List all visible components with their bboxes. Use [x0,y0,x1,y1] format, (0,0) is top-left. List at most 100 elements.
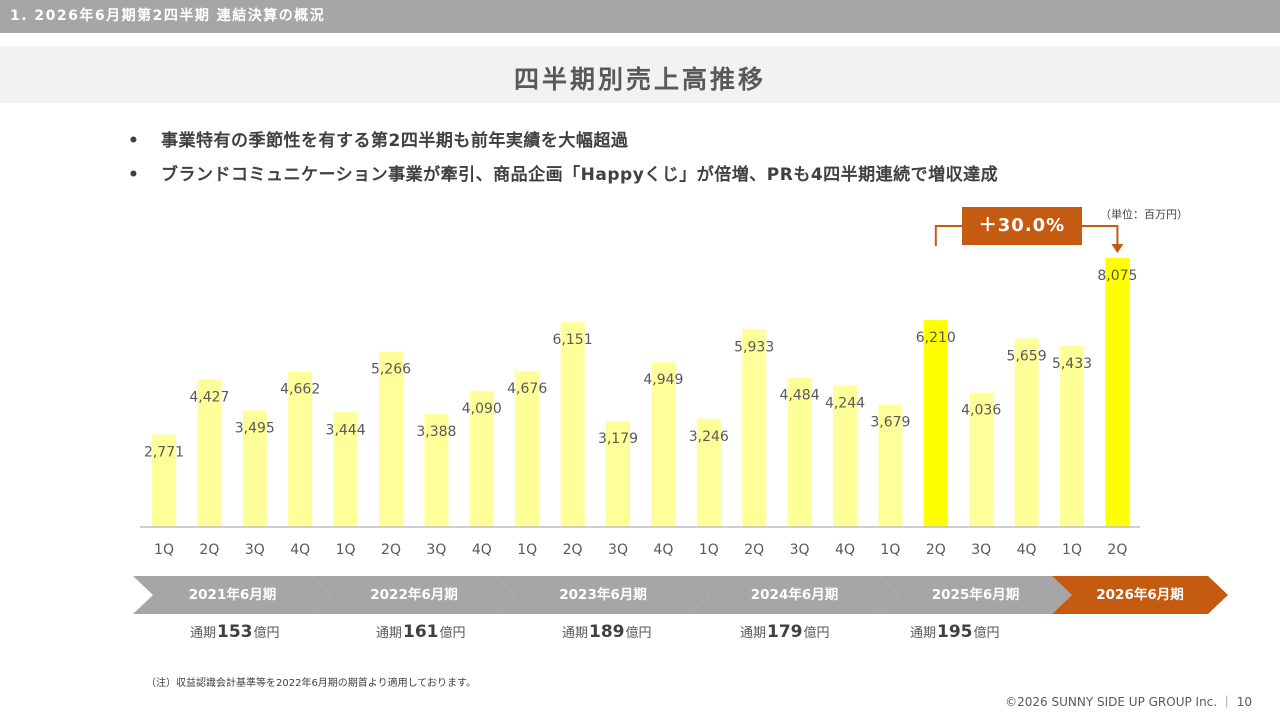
total-suffix: 億円 [253,626,280,641]
bar [1060,346,1084,527]
total-prefix: 通期 [562,626,589,641]
total-prefix: 通期 [740,626,767,641]
x-tick-label: 2Q [199,542,219,558]
total-suffix: 億円 [803,626,830,641]
bar [288,371,313,527]
growth-arrow-right [1082,225,1119,247]
bar [469,390,494,527]
bullet-item: • 事業特有の季節性を有する第2四半期も前年実績を大幅超過 [128,124,998,158]
bar-value-label: 5,433 [1052,356,1092,372]
bar-value-label: 4,676 [507,381,547,397]
bar [696,418,721,527]
fiscal-year-total: 通期153億円 [190,622,280,642]
total-value: 179 [767,622,803,642]
fiscal-year-arrow: 2024年6月期 [690,576,899,614]
bar [969,392,994,527]
fiscal-year-total: 通期161億円 [376,622,466,642]
bar [197,379,222,527]
bar [923,320,948,527]
total-prefix: 通期 [190,626,217,641]
bar-value-label: 5,933 [734,339,774,355]
fiscal-year-arrow: 2022年6月期 [312,576,516,614]
bar-value-label: 4,662 [280,382,320,398]
fiscal-year-total: 通期179億円 [740,622,830,642]
bar [1105,258,1130,527]
bullet-marker: • [128,131,140,151]
bar [606,421,630,527]
bar [515,371,540,527]
bar-value-label: 3,444 [326,422,366,438]
total-prefix: 通期 [910,626,937,641]
bullet-text: 事業特有の季節性を有する第2四半期も前年実績を大幅超過 [161,131,629,151]
x-tick-label: 2Q [1107,542,1127,558]
x-tick-label: 2Q [744,542,764,558]
growth-arrow-left [934,225,962,246]
footnote: （注）収益認識会計基準等を2022年6月期の期首より適用しております。 [146,678,477,689]
x-tick-label: 3Q [971,542,991,558]
bar-value-label: 2,771 [144,445,184,461]
bar-value-label: 3,246 [689,429,729,445]
total-value: 161 [403,622,439,642]
total-suffix: 億円 [439,626,466,641]
fiscal-year-arrow: 2025年6月期 [879,576,1072,614]
bar-value-label: 3,495 [235,421,275,437]
x-tick-label: 1Q [699,542,719,558]
bar-value-label: 3,679 [870,414,910,430]
x-tick-label: 1Q [336,542,356,558]
bar [878,404,903,527]
total-value: 153 [217,622,253,642]
bullet-item: • ブランドコミュニケーション事業が牽引、商品企画「Happyくじ」が倍増、PRも… [128,158,998,192]
x-tick-label: 2Q [926,542,946,558]
total-value: 195 [937,622,973,642]
bar-value-label: 4,949 [643,372,683,388]
bar-value-label: 6,210 [916,330,956,346]
total-prefix: 通期 [376,626,403,641]
bar [560,322,585,527]
bar [242,410,267,527]
bar-value-label: 4,244 [825,396,865,412]
fiscal-year-arrow: 2021年6月期 [133,576,332,614]
bar [742,329,767,527]
bar-value-label: 8,075 [1097,268,1137,284]
title-band [0,46,1280,103]
bullet-marker: • [128,165,140,185]
bar [333,412,358,527]
copyright: ©2026 SUNNY SIDE UP GROUP Inc. ｜ 10 [1005,695,1252,709]
x-tick-label: 3Q [426,542,446,558]
bar-value-label: 4,484 [780,388,820,404]
bullet-text: ブランドコミュニケーション事業が牽引、商品企画「Happyくじ」が倍増、PRも4… [161,165,999,185]
fiscal-year-arrow: 2023年6月期 [496,576,710,614]
bar-value-label: 3,388 [416,424,456,440]
x-tick-label: 3Q [790,542,810,558]
x-tick-label: 4Q [653,542,673,558]
fiscal-year-total: 通期195億円 [910,622,1000,642]
x-tick-label: 2Q [563,542,583,558]
section-header: 1. 2026年6月期第2四半期 連結決算の概況 [0,0,1280,33]
bar-value-label: 4,036 [961,403,1001,419]
growth-arrow-head [1111,244,1124,253]
x-tick-label: 1Q [154,542,174,558]
total-suffix: 億円 [973,626,1000,641]
x-tick-label: 1Q [517,542,537,558]
fiscal-year-arrow-current: 2026年6月期 [1052,576,1228,614]
x-tick-label: 1Q [880,542,900,558]
total-value: 189 [589,622,625,642]
bar-value-label: 5,266 [371,362,411,378]
bar-value-label: 5,659 [1007,348,1047,364]
x-tick-label: 4Q [472,542,492,558]
fiscal-year-row: 2021年6月期 2022年6月期 2023年6月期 2024年6月期 2025… [0,576,1280,614]
bar [379,351,403,527]
bar-value-label: 3,179 [598,431,638,447]
bar [152,434,176,527]
unit-note: （単位：百万円） [1100,208,1188,221]
total-suffix: 億円 [625,626,652,641]
bar-value-label: 6,151 [553,332,593,348]
growth-badge: ＋30.0% [962,207,1082,245]
bullet-list: • 事業特有の季節性を有する第2四半期も前年実績を大幅超過 • ブランドコミュニケー… [128,124,998,192]
x-tick-label: 1Q [1062,542,1082,558]
bar [1014,338,1039,527]
x-tick-label: 3Q [245,542,265,558]
bar [651,362,676,527]
x-tick-label: 4Q [290,542,310,558]
